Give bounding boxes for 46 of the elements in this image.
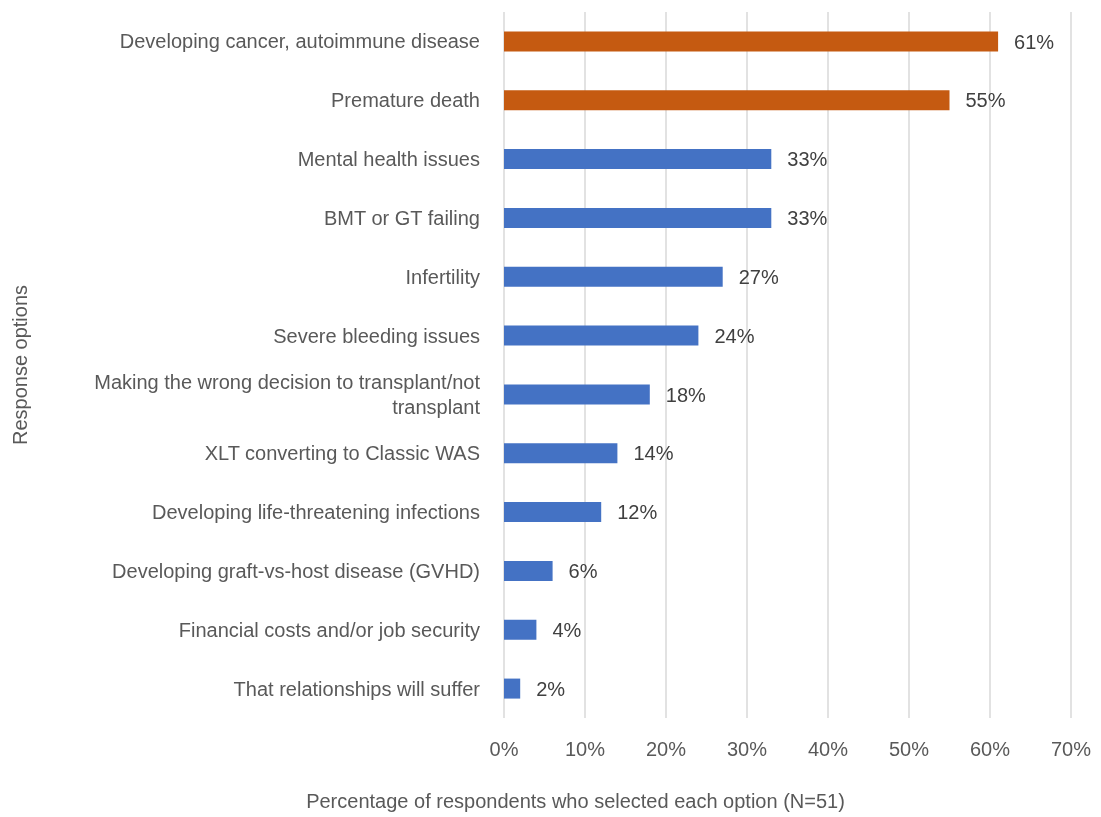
data-label: 12% [617,501,658,524]
bar [504,384,650,405]
data-label: 55% [965,89,1006,112]
data-label: 6% [568,560,598,583]
data-label: 33% [787,148,828,171]
y-tick-label: Financial costs and/or job security [178,618,480,641]
bar [504,619,537,640]
data-label: 4% [552,618,582,641]
bar [504,207,772,228]
y-tick-label: Developing cancer, autoimmune disease [119,30,480,53]
x-tick-label: 20% [645,738,687,761]
y-tick-label: Making the wrong decision to transplant/not transplant [94,370,481,418]
bar [504,560,553,581]
bar [504,149,772,170]
data-label: 61% [1014,30,1055,53]
data-label: 27% [738,265,779,288]
x-tick-label: 50% [888,738,930,761]
y-tick-label: Premature death [331,89,480,112]
data-label: 24% [714,324,755,347]
bar [504,31,999,52]
data-label: 18% [665,383,707,406]
y-tick-label: Infertility [405,265,480,288]
data-label: 33% [787,207,828,230]
bar [504,325,699,346]
y-tick-label: Severe bleeding issues [273,324,480,347]
x-tick-label: 70% [1050,738,1092,761]
bar [504,678,521,699]
x-axis-title: Percentage of respondents who selected each option (N=51) [306,790,845,812]
data-label: 2% [536,677,566,700]
y-tick-label: Mental health issues [297,148,480,171]
x-tick-label: 10% [564,738,606,761]
x-tick-label: 60% [969,738,1011,761]
x-tick-label: 40% [807,738,849,761]
bar [504,90,950,111]
y-tick-label: XLT converting to Classic WAS [204,442,480,465]
y-tick-label: Developing life-threatening infections [152,501,480,524]
data-label: 14% [633,442,674,465]
y-tick-label: Developing graft-vs-host disease (GVHD) [112,559,480,582]
bar [504,443,618,464]
y-tick-label: BMT or GT failing [324,206,480,229]
bar [504,502,602,523]
y-axis-title: Response options [9,284,31,446]
x-tick-label: 30% [726,738,768,761]
bar [504,266,723,287]
x-tick-label: 0% [489,738,519,761]
y-tick-label: That relationships will suffer [233,677,481,700]
